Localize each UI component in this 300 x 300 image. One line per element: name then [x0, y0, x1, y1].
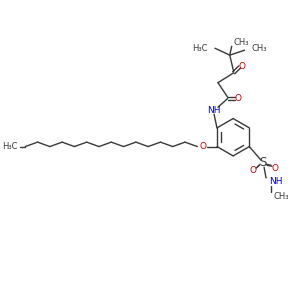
Text: CH₃: CH₃ [234, 38, 249, 47]
Text: O: O [200, 142, 207, 151]
Text: NH: NH [207, 106, 221, 115]
Text: CH₃: CH₃ [274, 192, 290, 201]
Text: O: O [238, 62, 245, 71]
Text: O: O [250, 166, 257, 175]
Text: O: O [272, 164, 278, 173]
Text: H₃C: H₃C [2, 142, 17, 151]
Text: NH: NH [269, 177, 283, 186]
Text: CH₃: CH₃ [251, 44, 267, 53]
Text: S: S [260, 156, 267, 169]
Text: H₃C: H₃C [192, 44, 207, 53]
Text: O: O [234, 94, 241, 103]
